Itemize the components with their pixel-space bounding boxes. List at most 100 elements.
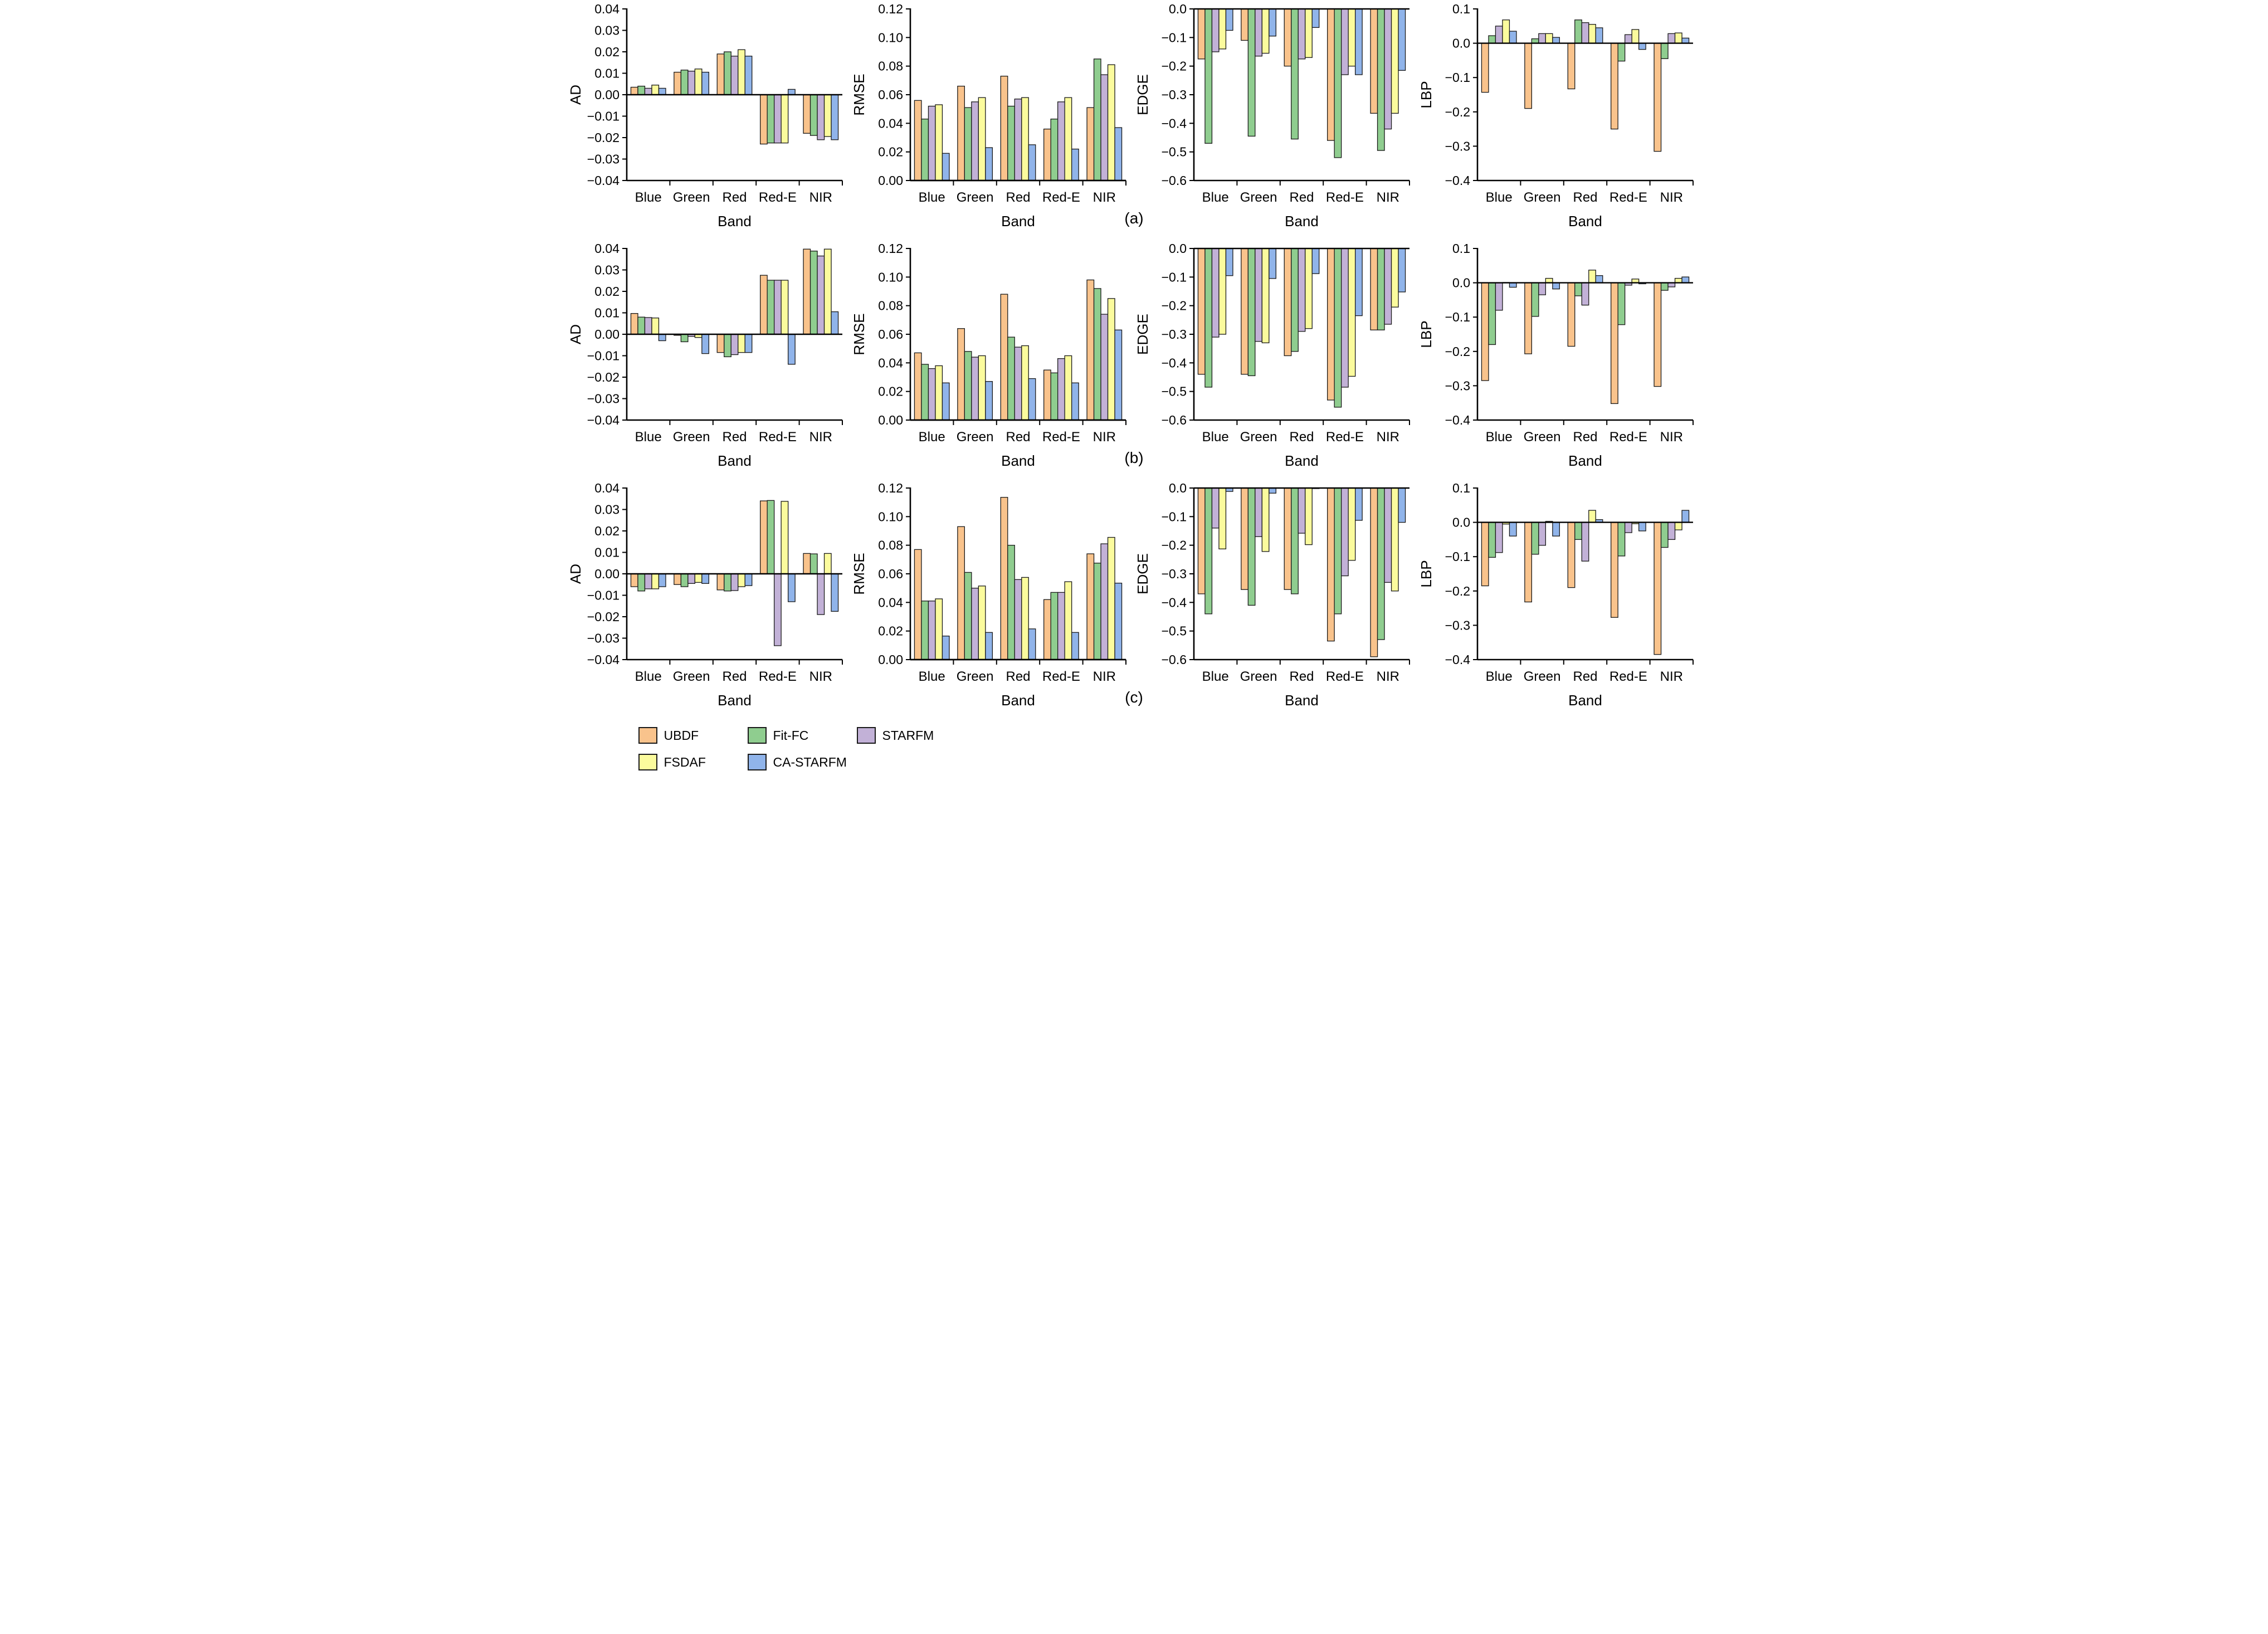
ytick-c-LBP: −0.4	[1445, 652, 1470, 667]
xtick-label-a-LBP-Red: Red	[1573, 190, 1597, 205]
ytick-b-EDGE: −0.2	[1161, 299, 1186, 313]
xtick-label-c-AD-NIR: NIR	[809, 669, 832, 684]
bar-a-LBP-NIR-STARFM	[1667, 33, 1675, 44]
bar-b-EDGE-Green-Fit-FC	[1247, 248, 1256, 377]
bar-c-RMSE-Blue-Fit-FC	[920, 601, 929, 660]
legend: UBDF Fit-FC STARFM FSDAF CA-STARFM	[638, 722, 1701, 775]
ytick-a-AD: −0.03	[587, 152, 619, 167]
bar-b-RMSE-Green-Fit-FC	[964, 351, 972, 421]
bar-c-LBP-Red-E-CA-STARFM	[1638, 521, 1646, 531]
bar-b-LBP-NIR-Fit-FC	[1660, 282, 1669, 291]
bar-c-AD-Blue-FSDAF	[651, 573, 659, 589]
xtick-label-c-RMSE-Red-E: Red-E	[1042, 669, 1080, 684]
ytick-a-AD: 0.02	[594, 45, 620, 59]
bar-a-AD-Red-Fit-FC	[723, 51, 731, 95]
ytick-b-AD: −0.01	[587, 349, 619, 363]
bar-a-AD-Red-STARFM	[730, 56, 738, 95]
bar-a-LBP-Red-Fit-FC	[1574, 19, 1582, 44]
bar-b-AD-Red-E-CA-STARFM	[787, 334, 796, 365]
bar-b-LBP-NIR-FSDAF	[1674, 277, 1682, 284]
bar-b-LBP-Red-UBDF	[1567, 282, 1575, 347]
bar-c-AD-NIR-FSDAF	[823, 553, 832, 574]
bar-a-RMSE-Green-STARFM	[970, 101, 979, 181]
chart-c-ad-svg: 0.04 0.03 0.02 0.01 0.00 −0.01 −0.02 −0.03 −0.04…	[567, 481, 843, 709]
xtick-label-b-LBP-Red-E: Red-E	[1609, 430, 1647, 445]
ytick-b-AD: −0.03	[587, 392, 619, 406]
bar-c-AD-Red-UBDF	[716, 573, 724, 591]
bar-c-AD-Green-FSDAF	[694, 573, 703, 583]
bar-b-AD-Red-CA-STARFM	[744, 334, 752, 353]
ytick-b-AD: 0.00	[594, 327, 620, 342]
bar-c-RMSE-Green-FSDAF	[978, 586, 986, 660]
bar-b-RMSE-Red-Fit-FC	[1007, 336, 1015, 421]
xtick-label-a-RMSE-NIR: NIR	[1092, 190, 1115, 205]
ytick-a-RMSE: 0.02	[878, 145, 903, 159]
bar-c-EDGE-Red-E-Fit-FC	[1333, 487, 1342, 614]
bar-a-RMSE-NIR-Fit-FC	[1093, 58, 1101, 181]
xtick-label-a-AD-Red: Red	[722, 190, 747, 205]
bar-a-LBP-NIR-UBDF	[1653, 42, 1661, 152]
bar-a-EDGE-NIR-STARFM	[1383, 8, 1392, 130]
bar-c-LBP-NIR-STARFM	[1667, 521, 1675, 540]
bar-b-LBP-Blue-STARFM	[1495, 282, 1503, 311]
ytick-c-RMSE: 0.06	[878, 567, 903, 581]
ytick-c-AD: −0.03	[587, 631, 619, 646]
bar-b-LBP-Blue-CA-STARFM	[1509, 282, 1517, 288]
bar-b-AD-Green-Fit-FC	[680, 334, 689, 343]
ytick-c-LBP: 0.1	[1452, 481, 1470, 495]
bar-a-AD-Red-E-STARFM	[773, 94, 782, 144]
ytick-c-RMSE: 0.08	[878, 538, 903, 553]
bar-a-RMSE-Green-FSDAF	[978, 97, 986, 181]
xtick-label-b-AD-Red: Red	[722, 430, 747, 445]
bar-a-LBP-Blue-FSDAF	[1501, 19, 1510, 44]
chart-b-edge: 0.0 −0.1 −0.2 −0.3 −0.4 −0.5 −0.6 Blue Green Red R…	[1134, 242, 1418, 481]
bar-c-AD-Red-Fit-FC	[723, 573, 731, 592]
ytick-c-AD: 0.03	[594, 503, 620, 517]
bar-c-LBP-Red-STARFM	[1581, 521, 1589, 562]
bar-a-AD-Red-UBDF	[716, 53, 724, 95]
bar-b-RMSE-Red-E-FSDAF	[1064, 355, 1072, 421]
bar-c-AD-Green-CA-STARFM	[701, 573, 709, 584]
chart-b-ad: 0.04 0.03 0.02 0.01 0.00 −0.01 −0.02 −0.03 −0.04…	[567, 242, 851, 481]
xtick-label-a-RMSE-Red-E: Red-E	[1042, 190, 1080, 205]
bar-a-AD-Green-CA-STARFM	[701, 71, 709, 95]
bar-c-RMSE-Red-E-CA-STARFM	[1071, 632, 1079, 660]
bar-a-LBP-Red-E-FSDAF	[1631, 29, 1639, 44]
bar-a-EDGE-NIR-Fit-FC	[1377, 8, 1385, 151]
legend-label-fsdaf: FSDAF	[664, 754, 706, 769]
legend-item-fitfc: Fit-FC	[747, 727, 857, 744]
xlabel-a-EDGE: Band	[1285, 213, 1319, 230]
bar-a-RMSE-Red-E-STARFM	[1057, 101, 1065, 181]
xlabel-a-AD: Band	[718, 213, 752, 230]
xtick-label-b-AD-NIR: NIR	[809, 430, 832, 445]
ytick-a-EDGE: −0.3	[1161, 87, 1186, 102]
bar-c-LBP-Green-Fit-FC	[1531, 521, 1539, 555]
bar-a-RMSE-Red-E-CA-STARFM	[1071, 148, 1079, 181]
bar-c-EDGE-NIR-STARFM	[1383, 487, 1392, 583]
bar-c-AD-NIR-UBDF	[802, 553, 811, 574]
bar-c-AD-Blue-Fit-FC	[637, 573, 645, 592]
bar-b-AD-Red-UBDF	[716, 334, 724, 353]
ytick-c-RMSE: 0.04	[878, 595, 903, 609]
bar-a-AD-Green-STARFM	[687, 71, 695, 95]
bar-b-EDGE-Green-UBDF	[1240, 248, 1248, 375]
xtick-label-b-EDGE-Green: Green	[1240, 430, 1277, 445]
bar-a-EDGE-Blue-UBDF	[1197, 8, 1206, 60]
bar-a-RMSE-Red-UBDF	[1000, 75, 1008, 181]
xtick-label-b-RMSE-Red-E: Red-E	[1042, 430, 1080, 445]
bar-b-EDGE-Red-Fit-FC	[1290, 248, 1299, 352]
ylabel-a-AD: AD	[567, 85, 584, 105]
xtick-label-c-LBP-Red-E: Red-E	[1609, 669, 1647, 684]
bar-a-EDGE-Red-Fit-FC	[1290, 8, 1299, 140]
ytick-a-EDGE: −0.6	[1161, 173, 1186, 188]
bar-b-AD-NIR-FSDAF	[823, 248, 832, 335]
bar-c-LBP-NIR-FSDAF	[1674, 521, 1682, 530]
bar-a-LBP-Green-FSDAF	[1545, 33, 1553, 44]
xtick-label-c-AD-Green: Green	[672, 669, 710, 684]
bar-c-LBP-Red-E-UBDF	[1610, 521, 1618, 618]
xtick-label-b-AD-Red-E: Red-E	[758, 430, 796, 445]
bar-a-EDGE-Blue-CA-STARFM	[1225, 8, 1233, 31]
bar-b-EDGE-Red-E-Fit-FC	[1333, 248, 1342, 408]
ytick-b-RMSE: 0.02	[878, 384, 903, 399]
bar-a-LBP-Blue-UBDF	[1481, 42, 1489, 93]
